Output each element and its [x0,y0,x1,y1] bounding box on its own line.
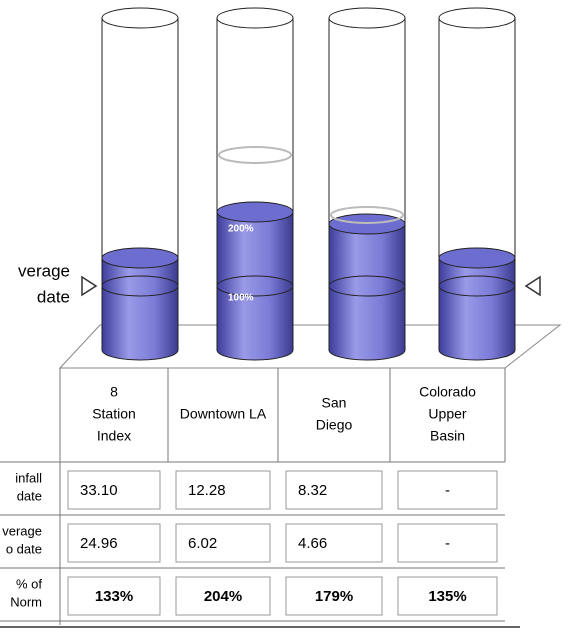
tube-rim [438,7,516,29]
row-header: verage [2,523,42,538]
row-header: Norm [10,594,42,609]
column-header: Station [92,406,136,422]
scale-label: 100% [228,293,254,304]
scale-label: 200% [228,224,254,235]
ghost-level [218,146,292,164]
cell-value: 12.28 [188,482,226,499]
liquid-top [438,247,516,269]
liquid [438,257,516,361]
cell-box [285,576,383,616]
tube-rim [328,7,406,29]
column-header: Diego [316,417,353,433]
cell-value: 204% [204,588,242,605]
column-header: Basin [430,428,465,444]
column-header: 8 [110,384,118,400]
column-header: Upper [428,406,466,422]
cell-box [397,523,498,563]
average-label: verage [18,261,70,280]
column-header: Downtown LA [180,406,267,422]
liquid-top [101,247,179,269]
ghost-level [330,206,404,224]
cell-value: 135% [428,588,466,605]
cell-box [285,523,383,563]
row-header: o date [6,541,42,556]
cell-box [175,470,271,510]
liquid [101,257,179,361]
average-label: date [37,287,70,306]
column-header: San [322,395,347,411]
cell-box [67,523,161,563]
tube-rim [101,7,179,29]
column-header: Colorado [419,384,476,400]
cell-value: 4.66 [298,535,327,552]
cell-value: - [445,482,450,499]
cell-value: 24.96 [80,535,118,552]
cell-box [67,470,161,510]
cell-value: 179% [315,588,353,605]
cell-box [397,576,498,616]
cell-value: 33.10 [80,482,118,499]
cell-value: - [445,535,450,552]
row-header: infall [15,470,42,485]
cell-value: 133% [95,588,133,605]
cell-box [285,470,383,510]
row-header: % of [16,576,42,591]
cell-box [67,576,161,616]
pointer [81,275,98,297]
data-table: 8 Station Index Downtown LA San Diego Colorado… [0,368,520,628]
liquid [216,211,294,361]
tube-rim [216,7,294,29]
cell-value: 6.02 [188,535,217,552]
cell-box [175,576,271,616]
column-header: Index [97,428,131,444]
platform [58,324,562,369]
pointer [524,275,541,297]
liquid [328,223,406,361]
row-header: date [17,488,42,503]
cell-value: 8.32 [298,482,327,499]
cell-box [175,523,271,563]
liquid-top [216,201,294,223]
gauges [101,7,516,361]
cell-box [397,470,498,510]
